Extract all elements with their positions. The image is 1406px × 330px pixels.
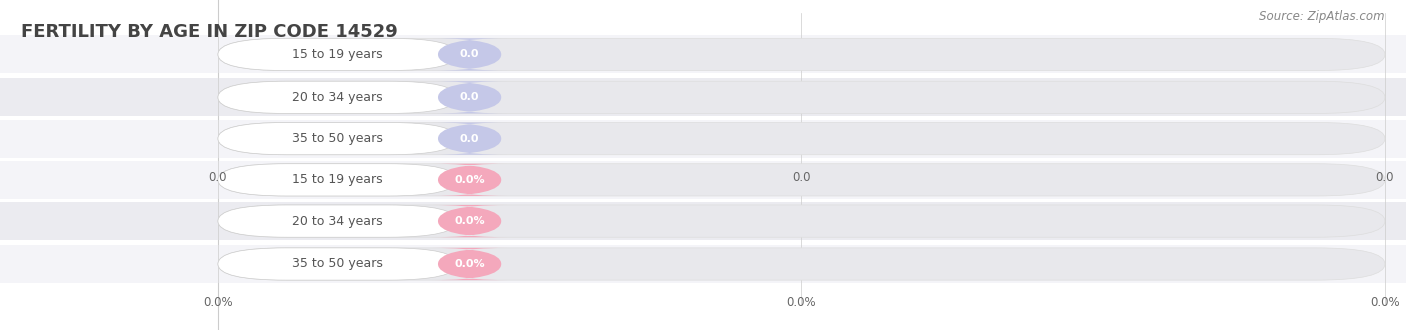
Bar (0, 161, 1406, 199)
Bar (0, 79, 1406, 116)
Text: 0.0: 0.0 (792, 171, 811, 184)
FancyBboxPatch shape (218, 81, 1385, 114)
FancyBboxPatch shape (218, 164, 1385, 196)
FancyBboxPatch shape (218, 164, 457, 196)
Text: 20 to 34 years: 20 to 34 years (292, 91, 382, 104)
Text: 0.0: 0.0 (460, 50, 479, 59)
Text: 20 to 34 years: 20 to 34 years (292, 214, 382, 228)
FancyBboxPatch shape (218, 205, 457, 237)
Text: 0.0%: 0.0% (454, 259, 485, 269)
Bar (0, 245, 1406, 283)
Text: 15 to 19 years: 15 to 19 years (292, 48, 382, 61)
FancyBboxPatch shape (433, 205, 506, 237)
Bar (0, 120, 1406, 158)
FancyBboxPatch shape (218, 38, 457, 71)
FancyBboxPatch shape (218, 122, 1385, 155)
Bar (0, 202, 1406, 240)
Text: 35 to 50 years: 35 to 50 years (292, 132, 382, 145)
FancyBboxPatch shape (433, 122, 506, 155)
FancyBboxPatch shape (433, 38, 506, 71)
Text: 15 to 19 years: 15 to 19 years (292, 173, 382, 186)
Text: 0.0%: 0.0% (454, 216, 485, 226)
FancyBboxPatch shape (218, 248, 457, 280)
Text: 0.0: 0.0 (208, 171, 228, 184)
Bar (0, 36, 1406, 74)
Text: 0.0: 0.0 (1375, 171, 1395, 184)
FancyBboxPatch shape (433, 248, 506, 280)
FancyBboxPatch shape (218, 248, 1385, 280)
FancyBboxPatch shape (433, 164, 506, 196)
FancyBboxPatch shape (218, 122, 457, 155)
Text: 0.0: 0.0 (460, 92, 479, 102)
FancyBboxPatch shape (218, 38, 1385, 71)
Text: 35 to 50 years: 35 to 50 years (292, 257, 382, 271)
Text: FERTILITY BY AGE IN ZIP CODE 14529: FERTILITY BY AGE IN ZIP CODE 14529 (21, 23, 398, 41)
Text: 0.0%: 0.0% (1369, 296, 1400, 309)
FancyBboxPatch shape (218, 81, 457, 114)
Text: 0.0%: 0.0% (202, 296, 233, 309)
FancyBboxPatch shape (218, 205, 1385, 237)
Text: 0.0: 0.0 (460, 134, 479, 144)
Text: 0.0%: 0.0% (454, 175, 485, 185)
FancyBboxPatch shape (433, 81, 506, 114)
Text: Source: ZipAtlas.com: Source: ZipAtlas.com (1260, 10, 1385, 23)
Text: 0.0%: 0.0% (786, 296, 817, 309)
